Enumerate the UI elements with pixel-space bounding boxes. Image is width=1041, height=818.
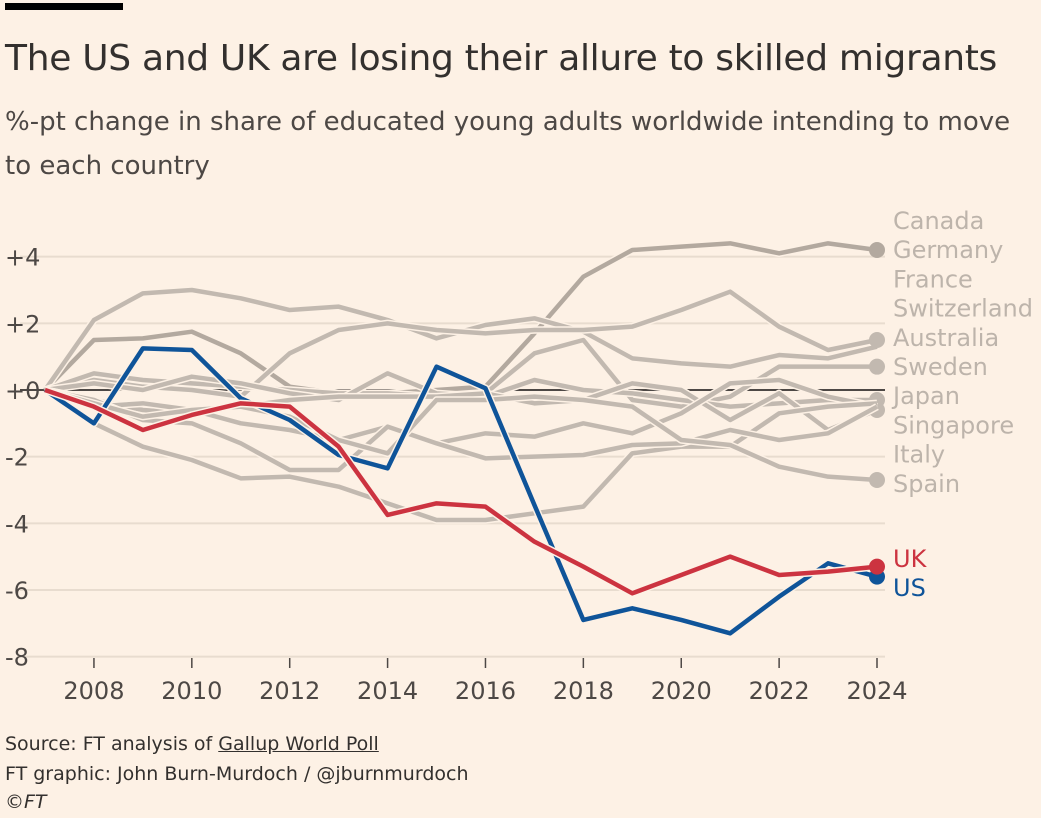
source-link[interactable]: Gallup World Poll xyxy=(218,733,379,755)
legend-label-canada: Canada xyxy=(893,207,984,235)
x-tick-label: 2012 xyxy=(259,677,320,705)
gray-series-line xyxy=(43,241,878,396)
source-prefix: Source: FT analysis of xyxy=(5,733,219,755)
legend-label-italy: Italy xyxy=(893,441,945,469)
x-tick-label: 2014 xyxy=(357,677,418,705)
gray-series-line xyxy=(43,388,878,523)
x-tick-label: 2008 xyxy=(63,677,124,705)
x-tick-label: 2024 xyxy=(846,677,907,705)
ft-brand-bar xyxy=(5,3,123,10)
gray-series-line xyxy=(44,289,878,399)
legend-label-germany: Germany xyxy=(893,236,1003,264)
credit-note: FT graphic: John Burn-Murdoch / @jburnmu… xyxy=(5,763,469,785)
y-tick-label: -8 xyxy=(5,644,29,672)
gray-series-line-end-dot xyxy=(869,242,885,259)
x-tick-label: 2020 xyxy=(651,677,712,705)
gray-series-line-end-dot xyxy=(869,332,885,349)
chart-subtitle: %-pt change in share of educated young a… xyxy=(5,107,1011,181)
uk-series-line xyxy=(44,387,878,596)
legend-label-switzerland: Switzerland xyxy=(893,295,1033,323)
us-series-line xyxy=(43,346,878,636)
legend-label-france: France xyxy=(893,265,973,293)
gray-series-line-halo xyxy=(42,239,878,398)
y-tick-label: +4 xyxy=(5,244,40,272)
legend-label-japan: Japan xyxy=(891,382,960,410)
chart-title: The US and UK are losing their allure to… xyxy=(5,38,997,79)
legend-label-uk: UK xyxy=(893,545,928,573)
x-tick-label: 2010 xyxy=(161,677,222,705)
source-note: Source: FT analysis of Gallup World Poll xyxy=(5,733,379,755)
uk-series-line-end-dot xyxy=(869,558,885,575)
x-tick-label: 2016 xyxy=(455,677,516,705)
legend-label-spain: Spain xyxy=(893,470,960,498)
copyright: ©FT xyxy=(5,791,47,813)
y-tick-label: +2 xyxy=(5,310,40,338)
y-tick-label: -2 xyxy=(5,444,29,472)
legend-label-sweden: Sweden xyxy=(893,353,988,381)
x-tick-label: 2022 xyxy=(749,677,810,705)
y-tick-label: -4 xyxy=(5,510,29,538)
x-tick-label: 2018 xyxy=(553,677,614,705)
y-tick-label: -6 xyxy=(5,577,29,605)
legend-label-us: US xyxy=(893,574,926,602)
gray-series-line-end-dot xyxy=(869,358,885,375)
gray-series-line xyxy=(44,387,879,473)
gray-series-line-end-dot xyxy=(869,471,885,488)
gray-series-line xyxy=(44,387,878,483)
legend-label-singapore: Singapore xyxy=(893,411,1014,439)
legend-label-australia: Australia xyxy=(893,324,999,352)
